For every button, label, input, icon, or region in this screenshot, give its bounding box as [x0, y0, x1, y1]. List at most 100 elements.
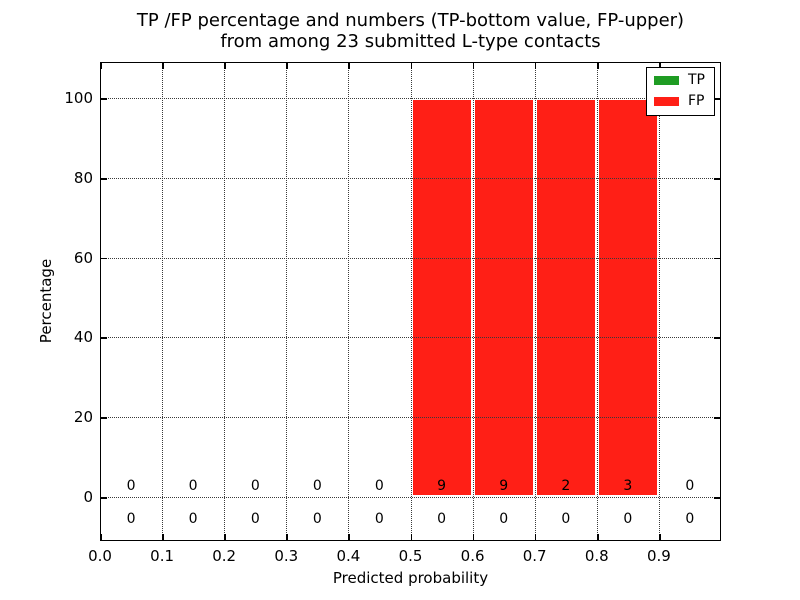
x-tick-bottom [100, 534, 102, 541]
x-tick-label-0.8: 0.8 [584, 547, 609, 565]
fp-count-label-bin-3: 0 [312, 477, 322, 494]
fp-count-label-bin-6: 9 [499, 477, 509, 494]
legend-label-fp: FP [688, 93, 705, 109]
fp-count-label-bin-4: 0 [374, 477, 384, 494]
chart-title: TP /FP percentage and numbers (TP-bottom… [100, 10, 721, 52]
grid-line-y-0 [100, 497, 721, 499]
x-tick-bottom [658, 534, 661, 541]
y-tick-label-20: 20 [73, 408, 93, 427]
x-tick-top [472, 62, 475, 69]
grid-line-y-20 [100, 417, 721, 419]
bar-fp-bin-6 [472, 97, 535, 498]
tp-count-label-bin-9: 0 [685, 510, 695, 527]
y-tick-label-40: 40 [73, 328, 93, 347]
y-tick-left [100, 337, 107, 340]
grid-line-x-0.6 [472, 62, 474, 541]
y-tick-left [100, 177, 107, 180]
y-tick-right [714, 257, 721, 260]
x-tick-label-0.4: 0.4 [336, 547, 361, 565]
x-tick-bottom [348, 534, 351, 541]
grid-line-y-80 [100, 177, 721, 179]
x-tick-top [224, 62, 226, 69]
legend-entry-fp: FP [654, 94, 705, 109]
legend-label-tp: TP [688, 72, 705, 88]
fp-count-label-bin-2: 0 [250, 477, 260, 494]
y-tick-right [714, 337, 721, 340]
bar-fp-bin-8 [596, 97, 659, 498]
x-tick-top [348, 62, 351, 69]
y-tick-left [100, 417, 107, 420]
grid-line-x-0.9 [658, 62, 660, 541]
tp-count-label-bin-6: 0 [499, 510, 509, 527]
plot-area: TP FP 0 0 0 0 0 0 0 0 0 0 0 0 0 0 0 9 9 2 3 0 [100, 62, 721, 541]
legend-entry-tp: TP [654, 73, 705, 88]
y-tick-right [714, 417, 721, 420]
fp-count-label-bin-1: 0 [188, 477, 198, 494]
x-tick-label-0.0: 0.0 [88, 547, 112, 565]
y-tick-label-60: 60 [73, 248, 93, 267]
tp-count-label-bin-8: 0 [623, 510, 633, 527]
x-tick-label-0.1: 0.1 [150, 547, 175, 565]
x-tick-label-0.7: 0.7 [522, 547, 547, 565]
tp-count-label-bin-0: 0 [126, 510, 136, 527]
x-tick-label-0.5: 0.5 [398, 547, 423, 565]
y-tick-right [714, 497, 721, 499]
legend-swatch-tp-icon [654, 76, 679, 85]
fp-count-label-bin-9: 0 [685, 477, 695, 494]
chart-title-line-1: TP /FP percentage and numbers (TP-bottom… [136, 10, 685, 31]
x-tick-bottom [534, 534, 537, 541]
grid-line-x-0.5 [410, 62, 412, 541]
grid-line-x-0.3 [286, 62, 288, 541]
y-tick-right [714, 177, 721, 180]
x-tick-label-0.9: 0.9 [646, 547, 671, 565]
x-tick-top [596, 62, 599, 69]
y-tick-right [714, 97, 721, 100]
grid-line-x-0.2 [224, 62, 226, 541]
x-tick-top [658, 62, 661, 69]
y-tick-label-100: 100 [64, 88, 93, 107]
y-tick-left [100, 257, 107, 260]
y-tick-label-0: 0 [83, 488, 93, 507]
chart-title-line-2: from among 23 submitted L-type contacts [220, 31, 601, 52]
grid-line-x-0.8 [596, 62, 598, 541]
fp-count-label-bin-0: 0 [126, 477, 136, 494]
x-tick-bottom [224, 534, 226, 541]
bar-fp-bin-7 [534, 97, 597, 498]
x-tick-top [410, 62, 413, 69]
x-tick-top [162, 62, 164, 69]
tp-count-label-bin-7: 0 [561, 510, 571, 527]
grid-line-x-0.1 [162, 62, 164, 541]
x-tick-top [286, 62, 289, 69]
bar-fp-bin-5 [410, 97, 473, 498]
fp-count-label-bin-5: 9 [437, 477, 447, 494]
tp-count-label-bin-1: 0 [188, 510, 198, 527]
y-tick-left [100, 497, 107, 499]
tp-count-label-bin-5: 0 [437, 510, 447, 527]
legend-swatch-fp-icon [654, 97, 679, 106]
tp-count-label-bin-2: 0 [250, 510, 260, 527]
x-tick-label-0.6: 0.6 [460, 547, 485, 565]
fp-count-label-bin-7: 2 [561, 477, 571, 494]
fp-count-label-bin-8: 3 [623, 477, 633, 494]
y-tick-left [100, 97, 107, 100]
x-tick-bottom [410, 534, 413, 541]
tp-count-label-bin-3: 0 [312, 510, 322, 527]
x-tick-top [534, 62, 537, 69]
x-tick-label-0.3: 0.3 [274, 547, 299, 565]
x-tick-bottom [286, 534, 289, 541]
y-tick-label-80: 80 [73, 168, 93, 187]
grid-line-y-100 [100, 97, 721, 99]
x-tick-bottom [162, 534, 164, 541]
x-tick-bottom [472, 534, 475, 541]
grid-line-y-60 [100, 257, 721, 259]
x-tick-top [100, 62, 102, 69]
tp-count-label-bin-4: 0 [374, 510, 384, 527]
legend: TP FP [646, 67, 715, 116]
x-axis-label: Predicted probability [332, 569, 489, 587]
x-tick-bottom [596, 534, 599, 541]
x-tick-label-0.2: 0.2 [212, 547, 237, 565]
grid-line-x-0.7 [534, 62, 536, 541]
grid-line-y-40 [100, 337, 721, 339]
grid-line-x-0.4 [348, 62, 350, 541]
